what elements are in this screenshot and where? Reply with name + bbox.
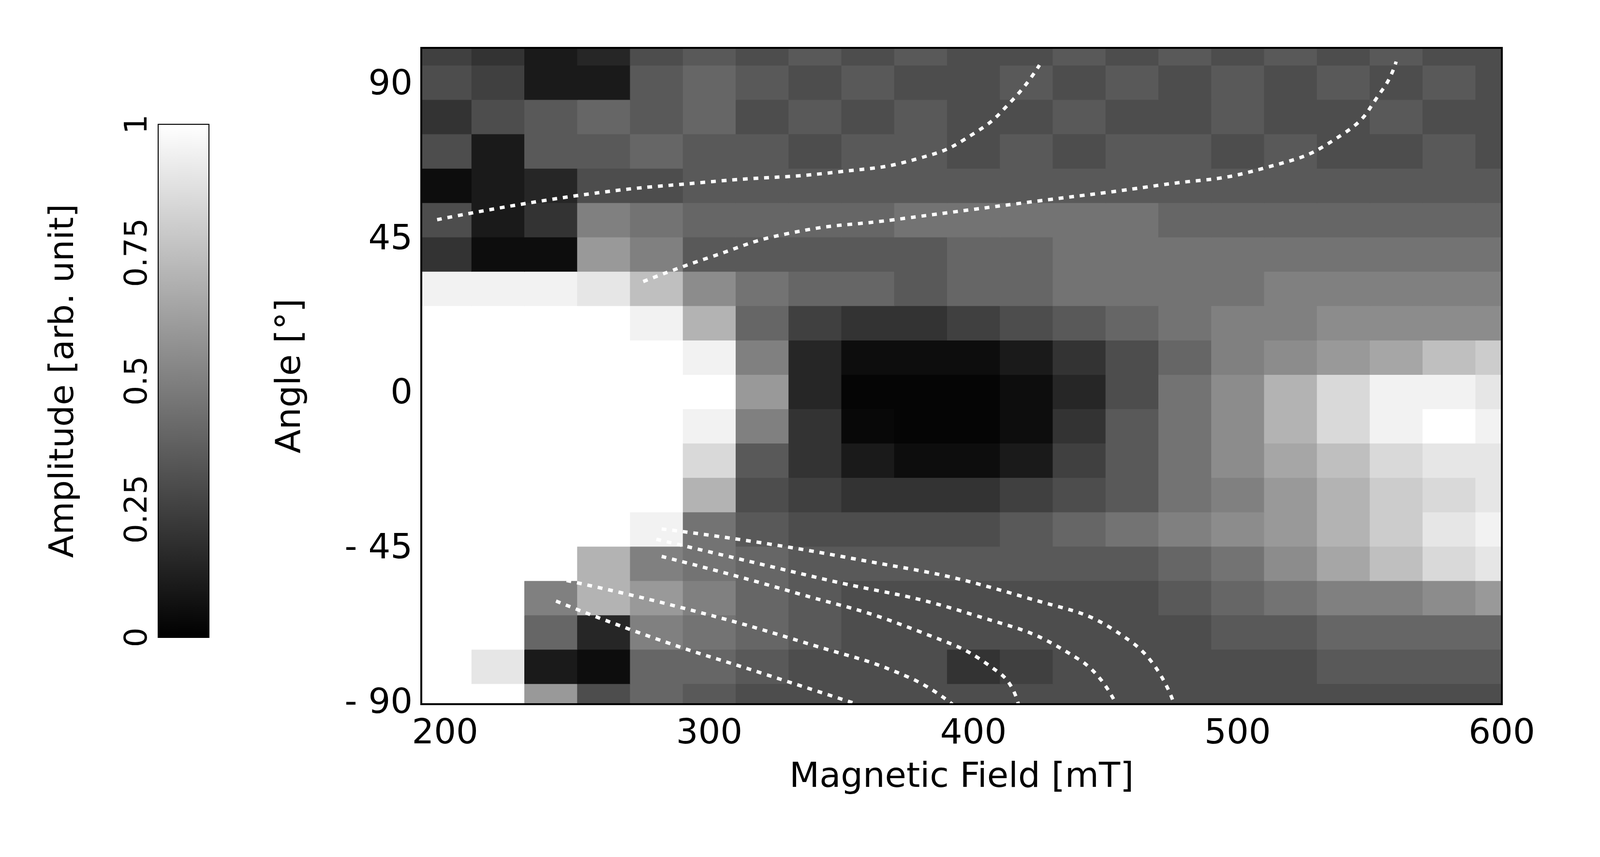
svg-text:Magnetic Field [mT]: Magnetic Field [mT] [789,754,1134,796]
svg-text:200: 200 [411,711,478,752]
svg-text:0: 0 [118,627,154,648]
svg-text:0.25: 0.25 [118,474,154,545]
svg-text:600: 600 [1468,711,1535,752]
svg-text:90: 90 [368,61,413,103]
svg-text:1: 1 [118,114,154,135]
svg-text:400: 400 [940,711,1007,752]
svg-text:0.75: 0.75 [118,218,154,288]
svg-text:- 90: - 90 [344,680,413,722]
svg-text:0: 0 [390,370,413,412]
svg-text:- 45: - 45 [344,525,413,567]
svg-text:Amplitude [arb. unit]: Amplitude [arb. unit] [41,204,82,559]
svg-text:45: 45 [368,216,413,258]
svg-text:300: 300 [676,711,743,752]
svg-text:Angle [°]: Angle [°] [267,298,309,454]
svg-text:0.5: 0.5 [118,356,154,406]
svg-text:500: 500 [1204,711,1271,752]
